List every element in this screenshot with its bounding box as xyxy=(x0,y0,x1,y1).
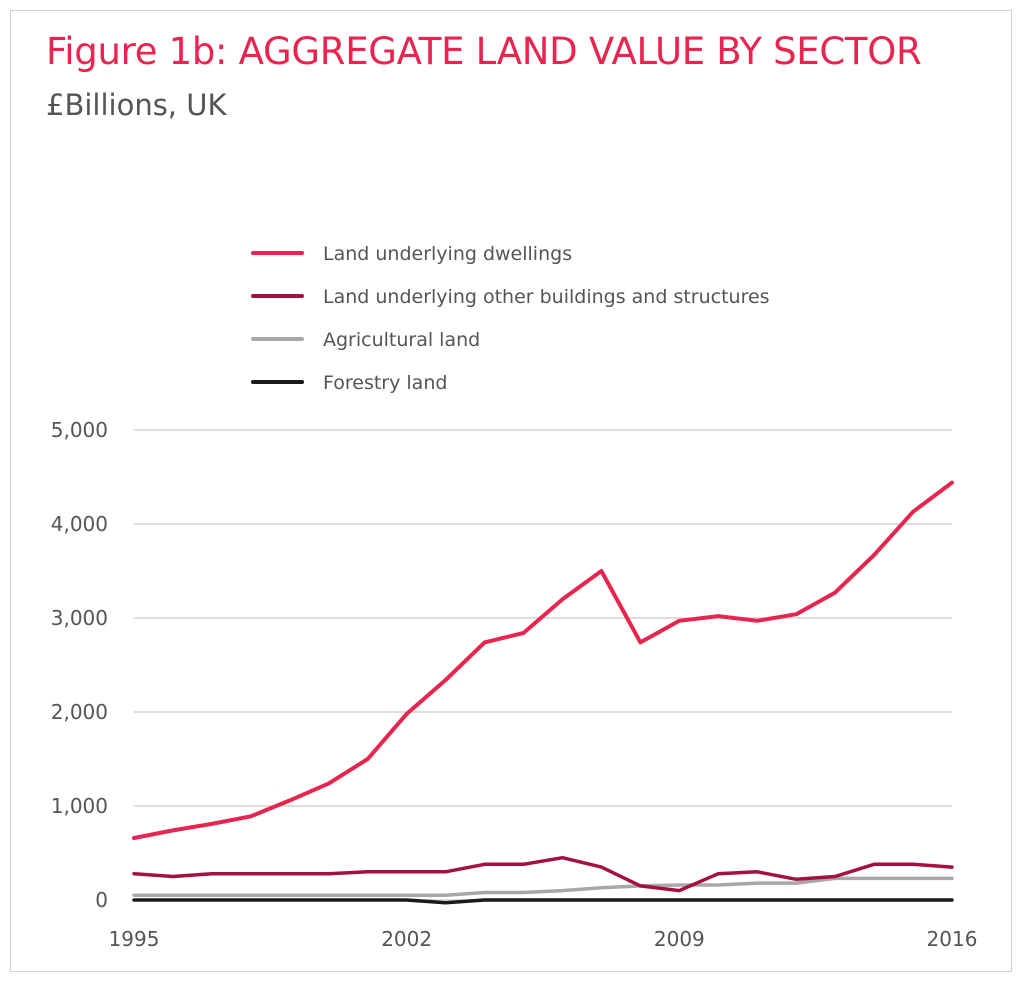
legend: Land underlying dwellings Land underlying… xyxy=(251,243,770,394)
chart-subtitle: £Billions, UK xyxy=(46,88,227,122)
gridlines xyxy=(134,429,952,901)
x-tick-label-1995: 1995 xyxy=(109,927,160,951)
series-lines xyxy=(132,480,954,905)
y-tick-label-2000: 2,000 xyxy=(51,700,108,724)
legend-label-2: Land underlying other buildings and stru… xyxy=(323,286,770,308)
x-tick-label-2002: 2002 xyxy=(381,927,432,951)
legend-label-4: Forestry land xyxy=(323,372,447,394)
y-tick-label-5000: 5,000 xyxy=(51,418,108,442)
x-tick-label-2009: 2009 xyxy=(654,927,705,951)
legend-label-3: Agricultural land xyxy=(323,329,480,351)
x-axis: 1995 2002 2009 2016 xyxy=(109,927,978,951)
legend-label-1: Land underlying dwellings xyxy=(323,243,572,265)
y-tick-label-4000: 4,000 xyxy=(51,512,108,536)
legend-item-3: Agricultural land xyxy=(251,329,480,351)
series-line-3 xyxy=(132,876,954,898)
chart-title: Figure 1b: AGGREGATE LAND VALUE BY SECTO… xyxy=(46,30,922,73)
y-tick-label-0: 0 xyxy=(95,888,108,912)
legend-item-1: Land underlying dwellings xyxy=(251,243,572,265)
x-tick-label-2016: 2016 xyxy=(927,927,978,951)
legend-item-2: Land underlying other buildings and stru… xyxy=(251,286,770,308)
y-tick-label-1000: 1,000 xyxy=(51,794,108,818)
series-line-4 xyxy=(132,898,954,905)
legend-item-4: Forestry land xyxy=(251,372,447,394)
y-axis: 0 1,000 2,000 3,000 4,000 5,000 xyxy=(51,418,108,912)
y-tick-label-3000: 3,000 xyxy=(51,606,108,630)
series-line-2 xyxy=(132,855,954,893)
series-line-1 xyxy=(132,480,954,840)
chart-frame xyxy=(10,10,1012,972)
